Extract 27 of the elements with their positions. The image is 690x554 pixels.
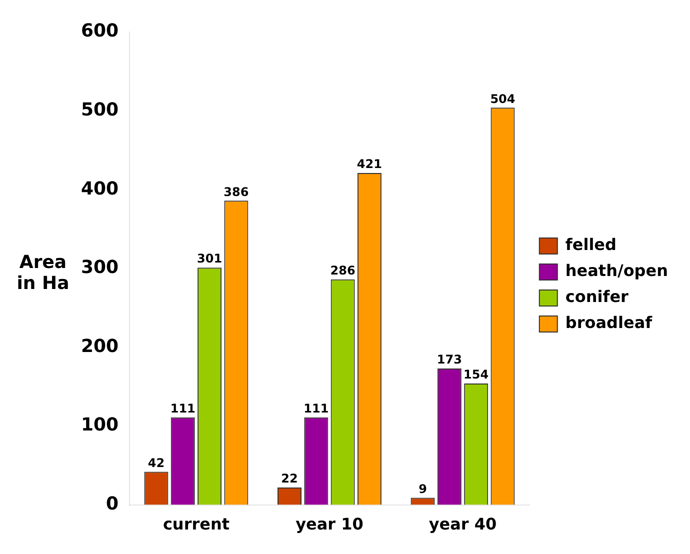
- y-axis-title: Area in Ha: [16, 252, 70, 294]
- y-tick-label: 0: [106, 493, 119, 514]
- data-label: 286: [330, 264, 356, 278]
- data-label: 111: [304, 401, 329, 416]
- y-tick-label: 400: [80, 178, 119, 200]
- data-label: 504: [490, 92, 516, 106]
- legend-label: heath/open: [565, 261, 668, 280]
- legend-label: broadleaf: [565, 313, 654, 332]
- data-label: 173: [436, 352, 462, 367]
- y-tick-label: 300: [80, 257, 119, 278]
- data-label: 42: [148, 456, 165, 470]
- x-tick-label: year 10: [296, 514, 364, 534]
- data-label: 386: [224, 184, 249, 199]
- data-label: 22: [281, 472, 298, 486]
- y-tick-label: 100: [80, 414, 119, 436]
- legend-label: felled: [565, 235, 616, 254]
- data-label: 9: [418, 482, 427, 496]
- x-tick-label: year 40: [428, 514, 497, 534]
- x-tick-label: current: [162, 514, 230, 534]
- y-tick-label: 500: [80, 99, 119, 120]
- legend-label: conifer: [565, 287, 629, 306]
- data-label: 301: [197, 252, 222, 266]
- y-tick-label: 600: [80, 20, 119, 42]
- data-label: 154: [464, 368, 489, 382]
- y-tick-label: 200: [80, 336, 119, 357]
- data-label: 111: [170, 401, 196, 416]
- data-label: 421: [356, 157, 382, 172]
